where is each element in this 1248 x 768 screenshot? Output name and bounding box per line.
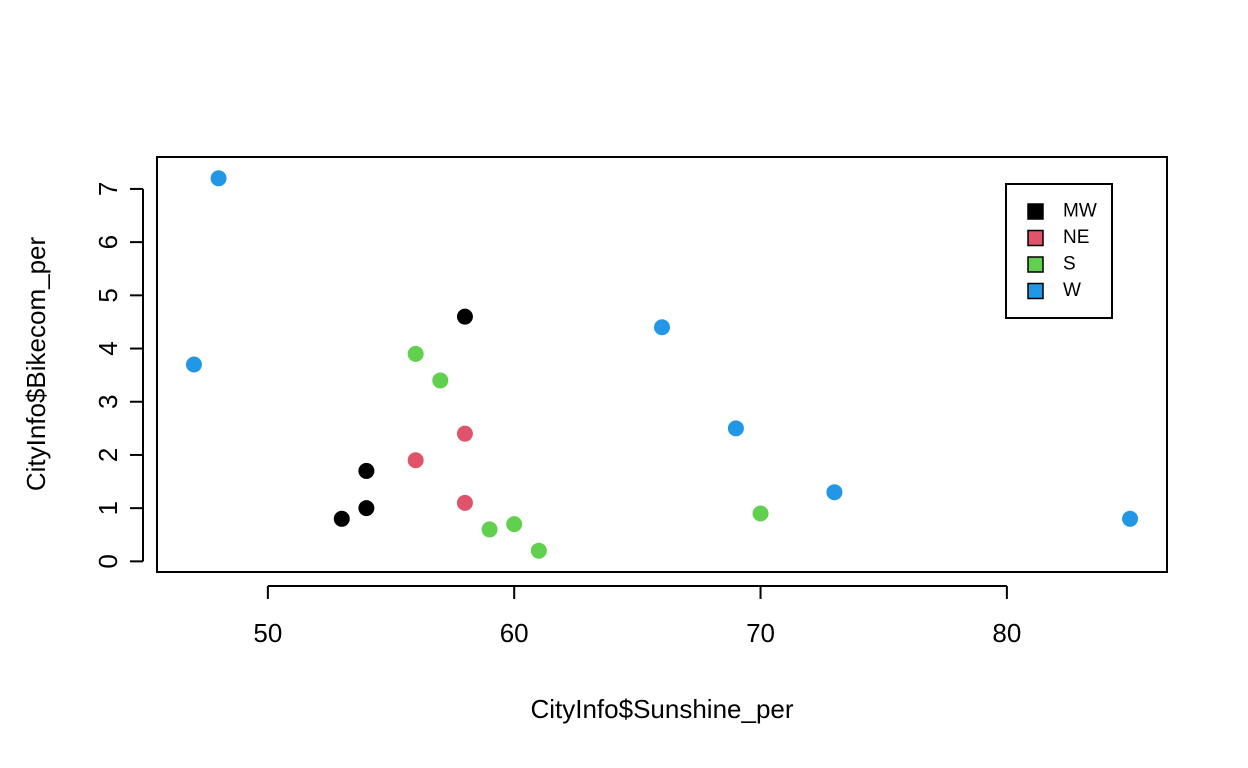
data-points: [185, 170, 1139, 559]
y-tick-label: 6: [93, 235, 123, 249]
legend-swatch-mw: [1027, 203, 1044, 220]
data-point-w: [654, 319, 670, 336]
legend-label-w: W: [1063, 280, 1081, 301]
y-tick-label: 2: [93, 448, 123, 462]
legend-label-mw: MW: [1063, 201, 1097, 222]
legend: MW NE SW: [1005, 183, 1113, 319]
legend-box: [1005, 183, 1113, 319]
x-tick-label: 50: [253, 618, 282, 648]
data-point-w: [210, 170, 227, 187]
data-point-s: [752, 505, 769, 522]
x-axis-title: CityInfo$Sunshine_per: [530, 694, 793, 724]
legend-swatch-ne: [1027, 229, 1044, 247]
data-point-s: [530, 542, 547, 559]
data-point-s: [432, 372, 449, 389]
x-axis: 50 60 70 80: [253, 585, 1021, 648]
plot-frame: [156, 156, 1168, 573]
data-point-w: [185, 356, 202, 373]
legend-label-s: S: [1063, 254, 1076, 275]
y-tick-label: 4: [93, 341, 123, 355]
data-point-mw: [456, 308, 473, 325]
y-tick-label: 3: [93, 395, 123, 409]
data-point-mw: [358, 500, 375, 517]
data-point-w: [1122, 510, 1139, 527]
legend-swatch-w: [1027, 282, 1044, 300]
y-axis-title: CityInfo$Bikecom_per: [21, 236, 51, 491]
x-tick-label: 70: [746, 618, 775, 648]
data-point-s: [506, 516, 523, 533]
y-tick-label: 7: [93, 182, 123, 196]
data-point-mw: [358, 462, 375, 479]
data-point-ne: [456, 425, 473, 442]
x-tick-label: 60: [500, 618, 529, 648]
legend-label-ne: NE: [1063, 227, 1089, 248]
data-point-mw: [333, 510, 350, 527]
y-tick-label: 5: [93, 288, 123, 302]
data-point-s: [407, 345, 424, 362]
data-point-ne: [456, 494, 473, 511]
data-point-s: [481, 521, 498, 538]
y-axis: 0 1 2 3 4 5 6 7: [93, 182, 144, 569]
data-point-ne: [407, 452, 424, 469]
x-tick-label: 80: [992, 618, 1021, 648]
data-point-w: [727, 420, 744, 437]
legend-swatch-s: [1027, 256, 1044, 273]
data-point-w: [826, 484, 843, 501]
y-tick-label: 1: [93, 501, 123, 515]
y-tick-label: 0: [93, 554, 123, 568]
